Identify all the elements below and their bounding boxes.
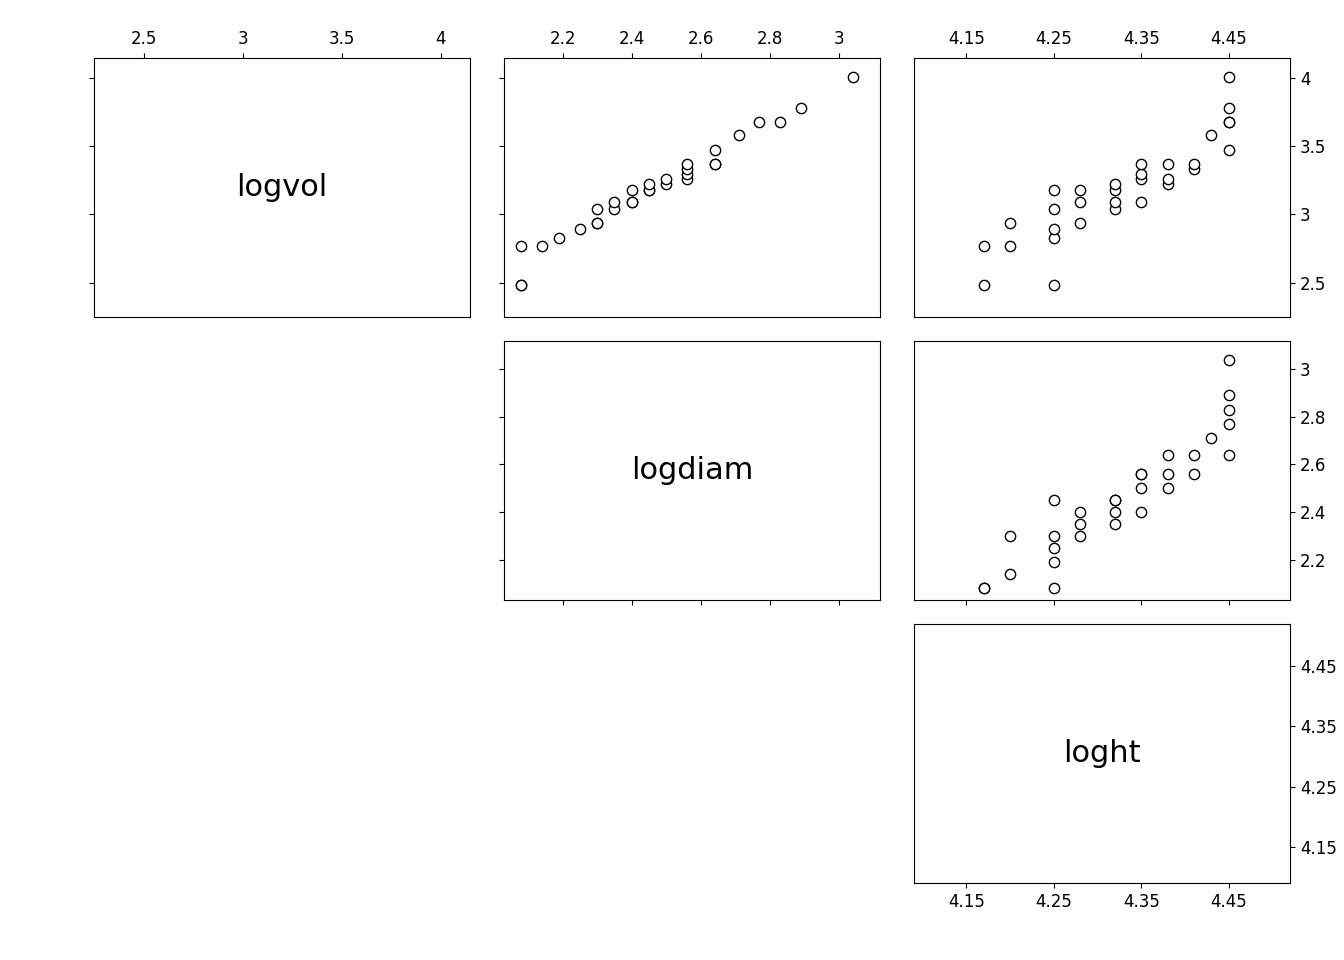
Point <box>570 222 591 237</box>
Point <box>621 195 642 210</box>
Point <box>1130 467 1152 482</box>
Point <box>1105 195 1126 210</box>
Point <box>586 202 607 217</box>
Point <box>1130 481 1152 496</box>
Point <box>638 177 660 192</box>
Point <box>1218 101 1239 116</box>
Point <box>1043 222 1064 237</box>
Point <box>704 156 726 172</box>
Point <box>621 195 642 210</box>
Point <box>704 156 726 172</box>
Point <box>770 114 792 130</box>
Point <box>973 581 995 596</box>
Point <box>1183 156 1204 172</box>
Point <box>586 215 607 230</box>
Point <box>1157 156 1179 172</box>
Point <box>1218 352 1239 368</box>
Point <box>1043 528 1064 543</box>
Point <box>1000 528 1021 543</box>
Point <box>1000 238 1021 253</box>
Point <box>790 101 812 116</box>
Point <box>676 156 698 172</box>
Point <box>656 177 677 192</box>
Point <box>1130 504 1152 519</box>
Point <box>676 162 698 178</box>
Point <box>1043 492 1064 508</box>
Point <box>1105 492 1126 508</box>
Point <box>511 238 532 253</box>
Point <box>1130 166 1152 181</box>
Point <box>1218 114 1239 130</box>
Point <box>1183 467 1204 482</box>
Point <box>1070 215 1091 230</box>
Point <box>676 171 698 186</box>
Point <box>1043 202 1064 217</box>
Point <box>1218 447 1239 463</box>
Point <box>1200 431 1222 446</box>
Point <box>511 277 532 293</box>
Point <box>1218 69 1239 84</box>
Point <box>1157 171 1179 186</box>
Point <box>676 166 698 181</box>
Point <box>1183 162 1204 178</box>
Point <box>511 277 532 293</box>
Point <box>1218 417 1239 432</box>
Point <box>1070 195 1091 210</box>
Point <box>704 143 726 158</box>
Point <box>973 581 995 596</box>
Point <box>1130 195 1152 210</box>
Point <box>973 277 995 293</box>
Point <box>841 69 863 84</box>
Point <box>1105 504 1126 519</box>
Point <box>638 182 660 198</box>
Point <box>1070 528 1091 543</box>
Point <box>586 215 607 230</box>
Point <box>1130 467 1152 482</box>
Point <box>1043 540 1064 556</box>
Point <box>1105 492 1126 508</box>
Point <box>603 202 625 217</box>
Point <box>1157 467 1179 482</box>
Point <box>728 128 750 143</box>
Point <box>1105 202 1126 217</box>
Text: logvol: logvol <box>237 173 328 202</box>
Text: logdiam: logdiam <box>630 456 754 485</box>
Point <box>1043 182 1064 198</box>
Point <box>1043 277 1064 293</box>
Point <box>603 195 625 210</box>
Point <box>1105 177 1126 192</box>
Point <box>1218 402 1239 418</box>
Point <box>749 114 770 130</box>
Point <box>1183 447 1204 463</box>
Point <box>1157 177 1179 192</box>
Point <box>1000 566 1021 582</box>
Point <box>1070 182 1091 198</box>
Point <box>1218 143 1239 158</box>
Point <box>1130 171 1152 186</box>
Point <box>1105 516 1126 532</box>
Point <box>1157 481 1179 496</box>
Point <box>621 182 642 198</box>
Point <box>1070 516 1091 532</box>
Text: loght: loght <box>1063 739 1141 768</box>
Point <box>531 238 552 253</box>
Point <box>656 171 677 186</box>
Point <box>1200 128 1222 143</box>
Point <box>1157 447 1179 463</box>
Point <box>1105 182 1126 198</box>
Point <box>638 182 660 198</box>
Point <box>973 238 995 253</box>
Point <box>1070 504 1091 519</box>
Point <box>1218 114 1239 130</box>
Point <box>1043 581 1064 596</box>
Point <box>1043 230 1064 246</box>
Point <box>1130 156 1152 172</box>
Point <box>1218 388 1239 403</box>
Point <box>1000 215 1021 230</box>
Point <box>1043 554 1064 569</box>
Point <box>548 230 570 246</box>
